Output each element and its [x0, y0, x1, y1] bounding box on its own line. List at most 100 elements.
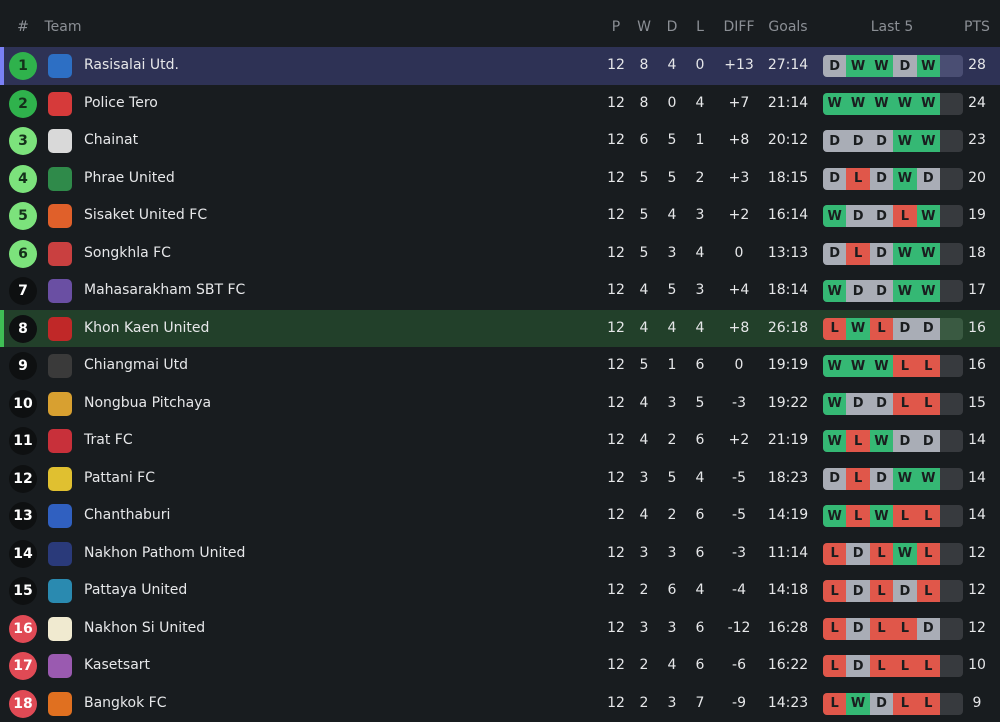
form-result[interactable]: D — [893, 430, 916, 452]
form-result[interactable]: L — [870, 618, 893, 640]
col-rank[interactable]: # — [17, 19, 29, 35]
form-result[interactable]: L — [846, 168, 869, 190]
form-result[interactable]: D — [870, 205, 893, 227]
team-name[interactable]: Kasetsart — [84, 657, 150, 673]
form-result[interactable]: W — [917, 280, 940, 302]
form-result[interactable]: W — [917, 468, 940, 490]
form-result[interactable]: W — [823, 280, 846, 302]
form-result[interactable]: L — [893, 693, 916, 715]
form-result[interactable]: W — [917, 130, 940, 152]
form-result[interactable]: L — [917, 355, 940, 377]
team-name[interactable]: Pattani FC — [84, 470, 155, 486]
form-result[interactable]: L — [917, 693, 940, 715]
form-result[interactable]: W — [846, 93, 869, 115]
form-result[interactable]: L — [917, 543, 940, 565]
form-result[interactable]: W — [846, 693, 869, 715]
form-result[interactable]: W — [893, 543, 916, 565]
team-name[interactable]: Nakhon Pathom United — [84, 545, 245, 561]
col-team[interactable]: Team — [44, 19, 81, 35]
form-result[interactable]: W — [893, 168, 916, 190]
form-result[interactable]: L — [823, 543, 846, 565]
team-name[interactable]: Phrae United — [84, 170, 175, 186]
form-result[interactable]: W — [917, 243, 940, 265]
form-result[interactable]: D — [870, 280, 893, 302]
form-result[interactable]: D — [846, 130, 869, 152]
col-wins[interactable]: W — [637, 19, 651, 35]
form-result[interactable]: D — [893, 318, 916, 340]
col-losses[interactable]: L — [696, 19, 704, 35]
team-name[interactable]: Bangkok FC — [84, 695, 167, 711]
form-result[interactable]: W — [823, 505, 846, 527]
form-result[interactable]: W — [846, 318, 869, 340]
form-result[interactable]: L — [846, 468, 869, 490]
team-name[interactable]: Songkhla FC — [84, 245, 171, 261]
form-result[interactable]: W — [870, 505, 893, 527]
form-result[interactable]: W — [893, 130, 916, 152]
form-result[interactable]: W — [823, 393, 846, 415]
col-goals[interactable]: Goals — [768, 19, 807, 35]
form-result[interactable]: D — [917, 430, 940, 452]
form-result[interactable]: W — [846, 55, 869, 77]
form-result[interactable]: W — [870, 55, 893, 77]
form-result[interactable]: D — [870, 130, 893, 152]
form-result[interactable]: W — [870, 93, 893, 115]
form-result[interactable]: L — [893, 505, 916, 527]
team-name[interactable]: Khon Kaen United — [84, 320, 209, 336]
form-result[interactable]: W — [893, 468, 916, 490]
form-result[interactable]: W — [823, 205, 846, 227]
team-name[interactable]: Rasisalai Utd. — [84, 57, 179, 73]
form-result[interactable]: D — [823, 168, 846, 190]
team-name[interactable]: Nongbua Pitchaya — [84, 395, 211, 411]
form-result[interactable]: D — [870, 693, 893, 715]
col-draws[interactable]: D — [667, 19, 678, 35]
form-result[interactable]: L — [917, 580, 940, 602]
form-result[interactable]: D — [846, 280, 869, 302]
form-result[interactable]: D — [823, 130, 846, 152]
form-result[interactable]: W — [870, 430, 893, 452]
form-result[interactable]: W — [917, 205, 940, 227]
form-result[interactable]: D — [870, 243, 893, 265]
form-result[interactable]: L — [893, 655, 916, 677]
team-name[interactable]: Trat FC — [84, 432, 133, 448]
form-result[interactable]: D — [917, 168, 940, 190]
team-name[interactable]: Chanthaburi — [84, 507, 170, 523]
form-result[interactable]: D — [846, 618, 869, 640]
form-result[interactable]: L — [846, 505, 869, 527]
team-name[interactable]: Mahasarakham SBT FC — [84, 282, 245, 298]
form-result[interactable]: W — [823, 355, 846, 377]
form-result[interactable]: W — [893, 93, 916, 115]
team-name[interactable]: Sisaket United FC — [84, 207, 207, 223]
form-result[interactable]: W — [846, 355, 869, 377]
team-name[interactable]: Pattaya United — [84, 582, 187, 598]
form-result[interactable]: L — [917, 393, 940, 415]
form-result[interactable]: L — [823, 318, 846, 340]
form-result[interactable]: L — [823, 580, 846, 602]
form-result[interactable]: L — [870, 580, 893, 602]
form-result[interactable]: W — [870, 355, 893, 377]
form-result[interactable]: L — [846, 243, 869, 265]
team-name[interactable]: Police Tero — [84, 95, 158, 111]
form-result[interactable]: L — [893, 618, 916, 640]
form-result[interactable]: L — [870, 543, 893, 565]
form-result[interactable]: L — [846, 430, 869, 452]
form-result[interactable]: W — [893, 243, 916, 265]
form-result[interactable]: L — [870, 318, 893, 340]
form-result[interactable]: W — [823, 93, 846, 115]
form-result[interactable]: D — [846, 580, 869, 602]
form-result[interactable]: D — [917, 618, 940, 640]
form-result[interactable]: D — [846, 655, 869, 677]
form-result[interactable]: D — [846, 393, 869, 415]
form-result[interactable]: L — [917, 505, 940, 527]
form-result[interactable]: W — [823, 430, 846, 452]
form-result[interactable]: L — [870, 655, 893, 677]
